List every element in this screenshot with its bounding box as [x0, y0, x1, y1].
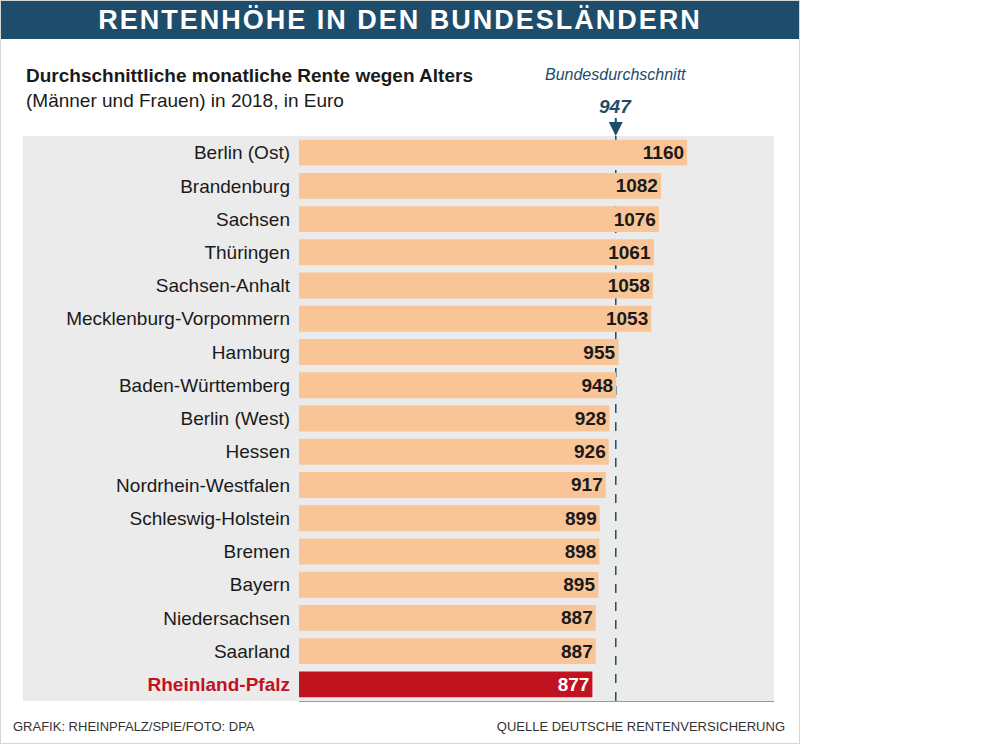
svg-text:917: 917: [571, 474, 603, 495]
html-text:(Männer und Frauen) in 2018, i: (Männer und Frauen) in 2018, in Euro: [26, 90, 344, 111]
svg-text:Nordrhein-Westfalen: Nordrhein-Westfalen: [116, 475, 290, 496]
html-text:Durchschnittliche monatliche R: Durchschnittliche monatliche Rente wegen…: [26, 65, 473, 86]
svg-text:898: 898: [565, 541, 597, 562]
html-text:GRAFIK: RHEINPFALZ/SPIE/FOTO:: GRAFIK: RHEINPFALZ/SPIE/FOTO: DPA: [13, 719, 255, 734]
html-text:QUELLE DEUTSCHE RENTENVERSICHE: QUELLE DEUTSCHE RENTENVERSICHERUNG: [496, 719, 785, 734]
svg-text:928: 928: [575, 408, 607, 429]
svg-text:Berlin (Ost): Berlin (Ost): [194, 142, 290, 163]
svg-text:1082: 1082: [616, 175, 658, 196]
svg-text:895: 895: [563, 574, 595, 595]
svg-text:887: 887: [561, 607, 593, 628]
html-text:RENTENHÖHE IN DEN BUNDESLÄNDER: RENTENHÖHE IN DEN BUNDESLÄNDERN: [98, 5, 702, 35]
svg-text:Niedersachsen: Niedersachsen: [163, 608, 290, 629]
svg-text:Hessen: Hessen: [226, 441, 290, 462]
svg-text:887: 887: [561, 641, 593, 662]
svg-text:1160: 1160: [643, 142, 684, 163]
svg-text:Brandenburg: Brandenburg: [180, 176, 290, 197]
svg-text:Baden-Württemberg: Baden-Württemberg: [119, 375, 290, 396]
svg-text:Sachsen-Anhalt: Sachsen-Anhalt: [156, 275, 291, 296]
svg-text:1076: 1076: [614, 209, 656, 230]
svg-text:Hamburg: Hamburg: [212, 342, 290, 363]
svg-text:Saarland: Saarland: [214, 641, 290, 662]
svg-text:948: 948: [581, 375, 613, 396]
svg-text:Bayern: Bayern: [230, 574, 290, 595]
svg-text:Sachsen: Sachsen: [216, 209, 290, 230]
svg-text:1053: 1053: [606, 308, 648, 329]
svg-text:Berlin (West): Berlin (West): [181, 408, 290, 429]
svg-text:1061: 1061: [608, 242, 651, 263]
svg-text:Schleswig-Holstein: Schleswig-Holstein: [129, 508, 290, 529]
svg-text:947: 947: [599, 96, 632, 117]
svg-text:1058: 1058: [608, 275, 650, 296]
svg-text:Thüringen: Thüringen: [204, 242, 290, 263]
svg-text:Rheinland-Pfalz: Rheinland-Pfalz: [147, 674, 290, 695]
svg-text:955: 955: [583, 342, 615, 363]
svg-text:Bremen: Bremen: [223, 541, 290, 562]
svg-text:Bundesdurchschnitt: Bundesdurchschnitt: [545, 66, 686, 83]
svg-text:899: 899: [565, 508, 597, 529]
svg-text:877: 877: [558, 674, 590, 695]
svg-text:Mecklenburg-Vorpommern: Mecklenburg-Vorpommern: [66, 308, 290, 329]
svg-text:926: 926: [574, 441, 606, 462]
